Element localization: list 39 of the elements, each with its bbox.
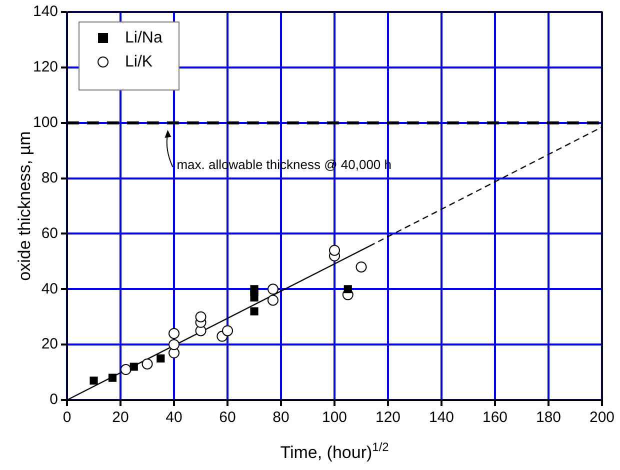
y-tick-label: 120 (32, 58, 58, 76)
point (195, 311, 206, 322)
point (130, 362, 138, 371)
x-tick-label: 160 (482, 409, 508, 426)
x-tick-label: 40 (166, 409, 182, 426)
y-tick-label: 60 (41, 224, 58, 242)
point (250, 285, 258, 294)
point (168, 328, 180, 339)
x-tick-label: 120 (375, 409, 401, 426)
x-tick-label: 180 (536, 409, 562, 426)
y-tick-label: 80 (41, 169, 58, 186)
x-tick-label: 80 (272, 409, 290, 426)
x-tick-label: 200 (589, 409, 615, 426)
point (250, 307, 258, 316)
point (222, 325, 234, 336)
point (142, 358, 153, 370)
y-tick-label: 40 (41, 280, 58, 298)
point (108, 374, 117, 382)
x-tick-label: 140 (428, 409, 454, 426)
point (344, 285, 352, 294)
y-tick-label: 140 (32, 3, 58, 20)
point (267, 294, 278, 306)
point (156, 354, 165, 362)
point (329, 244, 340, 256)
y-axis-title: oxide thickness, µm (15, 131, 34, 281)
x-tick-label: 0 (62, 409, 72, 426)
point (120, 364, 132, 376)
y-tick-label: 100 (32, 114, 58, 131)
point (90, 376, 98, 385)
legend-label: Li/Na (125, 29, 162, 46)
y-tick-label: 20 (41, 336, 58, 353)
point (356, 261, 367, 272)
x-tick-label: 100 (322, 409, 348, 426)
point (267, 284, 278, 295)
legend-label: Li/K (125, 53, 153, 70)
x-tick-label: 60 (219, 409, 236, 426)
x-tick-label: 20 (112, 409, 129, 426)
point (168, 339, 180, 350)
y-tick-label: 0 (50, 391, 58, 408)
